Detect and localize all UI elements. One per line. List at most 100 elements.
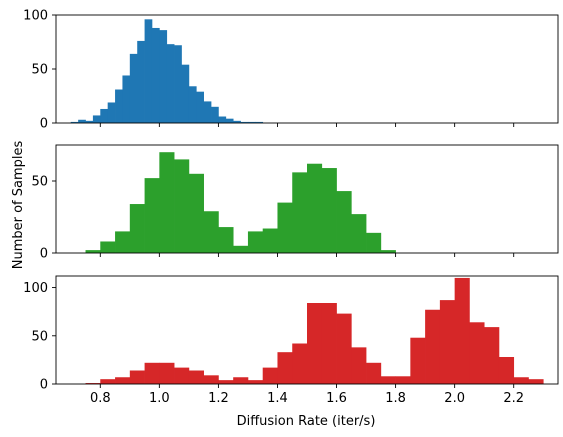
top-histogram-bar (85, 120, 94, 123)
bottom-histogram-bar (307, 303, 323, 384)
middle-histogram-bar (351, 214, 367, 253)
top-histogram-bar (100, 108, 109, 123)
bottom-histogram-bar (380, 376, 396, 384)
x-tick-label: 2.0 (444, 391, 465, 406)
bottom-y-tick-label: 50 (31, 329, 48, 344)
bottom-histogram-bar (528, 379, 544, 384)
bottom-histogram-bar (144, 362, 160, 384)
middle-axes-frame (55, 144, 559, 254)
bottom-histogram-bar (366, 362, 382, 384)
bottom-histogram-bar (469, 322, 485, 384)
x-axis-label: Diffusion Rate (iter/s) (237, 414, 376, 429)
x-tick-label: 1.2 (208, 391, 229, 406)
bottom-histogram-bar (188, 370, 204, 384)
bottom-histogram-bar (425, 309, 441, 384)
middle-histogram-bar (366, 232, 382, 253)
top-histogram-bar (92, 115, 101, 123)
bottom-histogram-bar (174, 367, 190, 384)
top-histogram-bar (233, 120, 241, 123)
top-histogram-bar (70, 121, 79, 123)
middle-y-tick-label: 0 (40, 247, 48, 262)
middle-histogram-bar (307, 163, 323, 253)
top-histogram-bar (174, 45, 182, 123)
top-histogram-bar (240, 121, 249, 123)
top-histogram-bar (203, 101, 212, 123)
middle-histogram-panel: 0 50 (31, 144, 559, 262)
top-histogram-bar (247, 121, 256, 123)
top-histogram-bar (144, 19, 153, 123)
top-histogram-bar (159, 30, 168, 123)
bottom-histogram-bar (454, 277, 470, 384)
top-histogram-bar (188, 86, 197, 123)
top-y-tick-label: 50 (31, 63, 48, 78)
middle-histogram-bar (321, 168, 337, 253)
bottom-histogram-bar (100, 379, 116, 384)
top-histogram-bar (225, 118, 234, 123)
middle-histogram-bar (115, 231, 131, 253)
bottom-y-tick-label: 0 (40, 378, 48, 393)
middle-histogram-bar (292, 172, 308, 253)
middle-y-tick-label: 50 (31, 175, 48, 190)
top-histogram-bar (211, 106, 219, 123)
middle-histogram-bar (159, 152, 175, 253)
middle-histogram-bar (144, 178, 160, 253)
y-axis-label: Number of Samples (11, 141, 26, 270)
middle-histogram-bar (129, 204, 145, 253)
bottom-histogram-bar (292, 343, 308, 384)
top-histogram-bar (166, 44, 175, 123)
bottom-histogram-bar (410, 337, 426, 384)
top-histogram-bar (181, 64, 190, 123)
middle-histogram-bar (247, 231, 264, 253)
bottom-histogram-bar (513, 377, 529, 384)
top-histogram-bar (137, 40, 145, 123)
bottom-histogram-bar (247, 380, 264, 384)
x-tick-label: 0.8 (90, 391, 111, 406)
bottom-histogram-bar (115, 377, 131, 384)
x-tick-label: 1.6 (326, 391, 347, 406)
bottom-histogram-bar (218, 380, 234, 384)
top-histogram-bar (151, 27, 160, 123)
middle-histogram-bar (336, 191, 352, 253)
x-tick-label: 1.0 (149, 391, 170, 406)
bottom-histogram-bar (395, 376, 411, 384)
middle-histogram-bar (188, 173, 204, 253)
bottom-y-tick-label: 100 (23, 281, 48, 296)
bottom-histogram-bar (321, 303, 337, 384)
middle-histogram-bar (174, 159, 190, 253)
top-histogram-bar (115, 89, 123, 123)
bottom-axes-frame (55, 275, 559, 385)
x-tick-label: 2.2 (503, 391, 524, 406)
x-tick-label: 1.8 (385, 391, 406, 406)
bottom-histogram-panel: 0 50 100 0.8 1.0 1.2 1.4 1.6 1.8 2.0 2.2 (23, 275, 559, 406)
middle-histogram-bar (218, 227, 234, 253)
bottom-histogram-bar (336, 313, 352, 384)
top-histogram-panel: 0 50 100 (23, 9, 559, 132)
top-y-tick-label: 0 (40, 117, 48, 132)
middle-histogram-bar (85, 250, 101, 253)
middle-histogram-bar (233, 245, 249, 253)
middle-histogram-bar (262, 228, 278, 253)
top-histogram-bar (107, 102, 116, 123)
top-histogram-bar (218, 116, 227, 123)
x-tick-label: 1.4 (267, 391, 288, 406)
top-histogram-bar (196, 91, 204, 123)
bottom-histogram-bar (203, 375, 219, 384)
bottom-histogram-bar (277, 352, 293, 384)
bottom-histogram-bar (129, 370, 145, 384)
top-histogram-bar (78, 119, 86, 123)
bottom-histogram-bar (262, 367, 278, 384)
middle-histogram-bar (380, 250, 396, 253)
bottom-histogram-bar (351, 347, 367, 384)
top-histogram-bar (255, 121, 264, 123)
bottom-histogram-bar (484, 327, 500, 384)
middle-histogram-bar (203, 211, 219, 253)
bottom-histogram-bar (498, 357, 515, 384)
bottom-histogram-bar (85, 383, 101, 384)
top-y-tick-label: 100 (23, 9, 48, 24)
middle-histogram-bar (100, 241, 116, 253)
bottom-histogram-bar (439, 300, 455, 384)
top-histogram-bar (122, 75, 131, 123)
middle-histogram-bar (277, 202, 293, 253)
top-histogram-bar (129, 53, 138, 123)
